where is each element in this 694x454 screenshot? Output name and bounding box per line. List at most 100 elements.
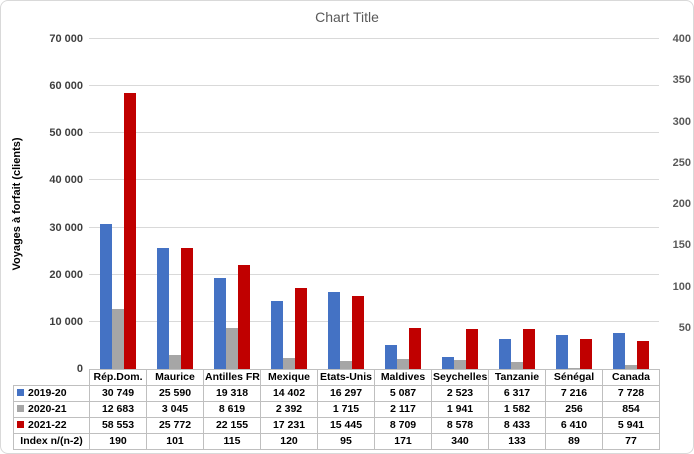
- table-cell: 17 231: [260, 417, 318, 434]
- table-cell: 6 317: [488, 385, 546, 402]
- y-axis-tick-left: 10 000: [49, 315, 83, 328]
- table-cell: 14 402: [260, 385, 318, 402]
- bar-2021-22-Tanzanie: [522, 329, 535, 369]
- table-cell: 95: [317, 433, 375, 450]
- table-cell: 1 582: [488, 401, 546, 418]
- bar-2020-21-Maurice: [168, 354, 181, 369]
- table-corner: [14, 370, 90, 386]
- legend-key-icon: [17, 404, 24, 412]
- bar-2020-21-Antilles FR: [225, 328, 238, 369]
- table-cell: 25 772: [146, 417, 204, 434]
- bar-2021-22-Seychelles: [465, 328, 478, 369]
- column-header: Etats-Unis: [317, 369, 375, 386]
- table-cell: 2 523: [431, 385, 489, 402]
- bar-2020-21-Mexique: [282, 357, 295, 369]
- gridline: [89, 226, 659, 228]
- column-header: Maurice: [146, 369, 204, 386]
- table-cell: 77: [602, 433, 660, 450]
- y-axis-tick-right: 200: [672, 198, 691, 210]
- bar-2021-22-Sénégal: [579, 338, 592, 369]
- y-axis-tick-right: 50: [678, 321, 691, 334]
- y-axis-title: Voyages à forfait (clients): [11, 137, 23, 271]
- table-cell: 30 749: [89, 385, 147, 402]
- column-header: Mexique: [260, 369, 318, 386]
- bar-2021-22-Canada: [636, 341, 649, 369]
- table-cell: 2 117: [374, 401, 432, 418]
- table-cell: 101: [146, 433, 204, 450]
- y-axis-tick-right: 350: [672, 74, 691, 87]
- row-header-2019-20: 2019-20: [13, 385, 90, 402]
- bar-2020-21-Rép.Dom.: [111, 309, 124, 369]
- table-cell: 8 709: [374, 417, 432, 434]
- bar-2021-22-Mexique: [294, 287, 307, 369]
- column-header: Tanzanie: [488, 369, 546, 386]
- table-cell: 3 045: [146, 401, 204, 418]
- column-header: Sénégal: [545, 369, 603, 386]
- bar-2020-21-Canada: [624, 364, 637, 369]
- table-cell: 7 216: [545, 385, 603, 402]
- table-cell: 190: [89, 433, 147, 450]
- table-cell: 340: [431, 433, 489, 450]
- bar-2019-20-Rép.Dom.: [99, 224, 112, 369]
- y-axis-tick-right: 100: [672, 280, 691, 293]
- column-header: Canada: [602, 369, 660, 386]
- bar-2021-22-Etats-Unis: [351, 296, 364, 369]
- bar-2019-20-Antilles FR: [213, 277, 226, 369]
- table-cell: 5 941: [602, 417, 660, 434]
- gridline: [89, 320, 659, 322]
- y-axis-tick-right: 400: [672, 33, 691, 45]
- bar-2021-22-Antilles FR: [237, 264, 250, 369]
- bar-2019-20-Mexique: [270, 301, 283, 369]
- bar-2019-20-Seychelles: [441, 357, 454, 369]
- table-cell: 171: [374, 433, 432, 450]
- gridline: [89, 38, 659, 39]
- table-cell: 8 433: [488, 417, 546, 434]
- bar-2020-21-Tanzanie: [510, 361, 523, 369]
- row-header-index: Index n/(n-2): [13, 433, 90, 450]
- table-cell: 58 553: [89, 417, 147, 434]
- bar-2019-20-Sénégal: [555, 334, 568, 369]
- bar-2020-21-Seychelles: [453, 359, 466, 369]
- table-cell: 256: [545, 401, 603, 418]
- row-header-2020-21: 2020-21: [13, 401, 90, 418]
- y-axis-tick-left: 30 000: [49, 221, 83, 234]
- y-axis-tick-left: 70 000: [49, 33, 83, 45]
- gridline: [89, 179, 659, 181]
- bar-2019-20-Etats-Unis: [327, 292, 340, 369]
- table-cell: 133: [488, 433, 546, 450]
- table-cell: 115: [203, 433, 261, 450]
- legend-key-icon: [17, 420, 24, 428]
- column-header: Seychelles: [431, 369, 489, 386]
- bar-2020-21-Maldives: [396, 359, 409, 369]
- plot-area: [89, 38, 659, 369]
- table-cell: 8 578: [431, 417, 489, 434]
- table-cell: 1 715: [317, 401, 375, 418]
- data-table: Rép.Dom. Maurice Antilles FR Mexique Etats-U…: [13, 369, 660, 450]
- table-cell: 1 941: [431, 401, 489, 418]
- y-axis-tick-left: 50 000: [49, 127, 83, 140]
- table-cell: 12 683: [89, 401, 147, 418]
- table-cell: 7 728: [602, 385, 660, 402]
- bar-2020-21-Etats-Unis: [339, 360, 352, 369]
- y-axis-tick-right: 150: [672, 239, 691, 252]
- bar-2019-20-Maldives: [384, 345, 397, 369]
- table-cell: 6 410: [545, 417, 603, 434]
- table-cell: 89: [545, 433, 603, 450]
- column-header: Maldives: [374, 369, 432, 386]
- table-cell: 19 318: [203, 385, 261, 402]
- y-axis-tick-right: 300: [672, 115, 691, 128]
- row-header-2021-22: 2021-22: [13, 417, 90, 434]
- table-cell: 25 590: [146, 385, 204, 402]
- bar-2021-22-Maldives: [408, 327, 421, 369]
- table-cell: 8 619: [203, 401, 261, 418]
- table-cell: 22 155: [203, 417, 261, 434]
- table-cell: 5 087: [374, 385, 432, 402]
- bar-2021-22-Maurice: [180, 247, 193, 369]
- y-axis-tick-left: 0: [76, 363, 83, 375]
- bar-2021-22-Rép.Dom.: [123, 92, 136, 369]
- table-cell: 120: [260, 433, 318, 450]
- column-header: Antilles FR: [203, 369, 261, 386]
- gridline: [89, 273, 659, 275]
- bar-2019-20-Maurice: [156, 248, 169, 369]
